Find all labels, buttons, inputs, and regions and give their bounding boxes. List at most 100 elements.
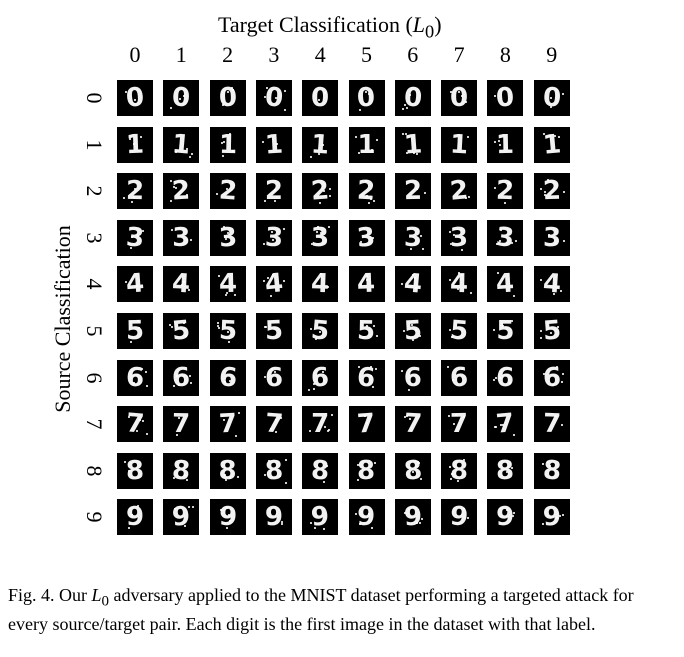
digit-image: 0: [487, 80, 524, 116]
digit-glyph: 6: [217, 361, 238, 394]
digit-image: 5: [533, 313, 570, 349]
digit-glyph: 6: [449, 361, 470, 394]
digit-image: 3: [441, 219, 478, 256]
noise-speck: [263, 326, 266, 328]
noise-speck: [506, 509, 509, 512]
digit-image: 7: [163, 406, 200, 443]
digit-image: 8: [394, 452, 431, 489]
noise-speck: [499, 239, 502, 242]
noise-speck: [493, 378, 496, 381]
noise-speck: [263, 375, 266, 378]
noise-speck: [315, 338, 318, 340]
noise-speck: [123, 197, 125, 200]
noise-speck: [542, 132, 545, 135]
digit-image: 4: [441, 266, 478, 303]
noise-speck: [539, 330, 542, 332]
noise-speck: [459, 189, 462, 192]
noise-speck: [420, 518, 423, 521]
noise-speck: [265, 87, 268, 89]
digit-image: 8: [255, 452, 292, 489]
noise-speck: [365, 279, 368, 282]
noise-speck: [190, 381, 193, 384]
digit-glyph: 3: [172, 222, 191, 253]
noise-speck: [310, 155, 313, 158]
noise-speck: [128, 242, 130, 245]
noise-speck: [223, 473, 226, 476]
noise-speck: [557, 135, 560, 138]
digit-glyph: 3: [403, 222, 423, 254]
noise-speck: [170, 180, 173, 183]
noise-speck: [184, 473, 187, 476]
noise-speck: [274, 419, 277, 422]
noise-speck: [266, 277, 269, 280]
y-axis-label: Source Classification: [50, 225, 75, 413]
noise-speck: [224, 294, 227, 297]
noise-speck: [146, 433, 148, 436]
digit-image: 9: [302, 499, 339, 536]
digit-glyph: 3: [449, 222, 469, 254]
noise-speck: [134, 188, 136, 191]
noise-speck: [283, 109, 286, 111]
noise-speck: [513, 512, 516, 515]
noise-speck: [314, 527, 317, 530]
digit-glyph: 5: [541, 315, 562, 347]
noise-speck: [137, 505, 139, 508]
column-label: 6: [407, 42, 419, 67]
noise-speck: [270, 230, 273, 233]
noise-speck: [236, 475, 239, 478]
digit-image: 7: [209, 406, 246, 443]
noise-speck: [357, 151, 360, 154]
noise-speck: [408, 94, 411, 96]
noise-speck: [313, 387, 316, 390]
row-label: 6: [82, 372, 107, 384]
column-label: 9: [546, 42, 558, 67]
noise-speck: [226, 331, 229, 333]
noise-speck: [129, 137, 131, 140]
digit-image: 8: [487, 452, 524, 489]
noise-speck: [359, 240, 362, 243]
noise-speck: [140, 135, 142, 138]
noise-speck: [562, 191, 565, 194]
noise-speck: [318, 152, 321, 155]
noise-speck: [176, 434, 179, 437]
noise-speck: [216, 322, 219, 324]
noise-speck: [185, 335, 188, 337]
digit-image: 6: [117, 359, 153, 396]
noise-speck: [331, 414, 334, 417]
noise-speck: [354, 513, 357, 516]
noise-speck: [461, 95, 464, 97]
noise-speck: [263, 96, 266, 98]
digit-image: 8: [348, 452, 385, 489]
noise-speck: [453, 423, 456, 426]
column-label: 3: [268, 42, 280, 67]
noise-speck: [414, 287, 417, 290]
digit-glyph: 6: [264, 362, 284, 393]
noise-speck: [509, 183, 512, 186]
noise-speck: [221, 154, 224, 157]
digit-image: 9: [487, 499, 524, 536]
column-label: 7: [453, 42, 465, 67]
noise-speck: [414, 329, 417, 331]
digit-image: 6: [533, 359, 570, 396]
noise-speck: [174, 508, 177, 511]
noise-speck: [418, 335, 421, 337]
noise-speck: [411, 274, 414, 277]
digit-image: 1: [394, 126, 431, 163]
noise-speck: [225, 188, 228, 191]
noise-speck: [457, 288, 460, 291]
digit-image: 4: [302, 266, 339, 303]
noise-speck: [358, 109, 361, 111]
noise-speck: [549, 332, 552, 334]
noise-speck: [410, 324, 413, 326]
noise-speck: [178, 383, 181, 386]
noise-speck: [222, 419, 225, 422]
row-label: 1: [82, 139, 107, 151]
noise-speck: [497, 272, 500, 275]
noise-speck: [319, 202, 322, 205]
digit-image: 4: [533, 266, 570, 303]
noise-speck: [142, 420, 144, 423]
noise-speck: [217, 327, 220, 329]
noise-speck: [374, 367, 377, 370]
noise-speck: [273, 370, 276, 373]
noise-speck: [463, 508, 466, 511]
